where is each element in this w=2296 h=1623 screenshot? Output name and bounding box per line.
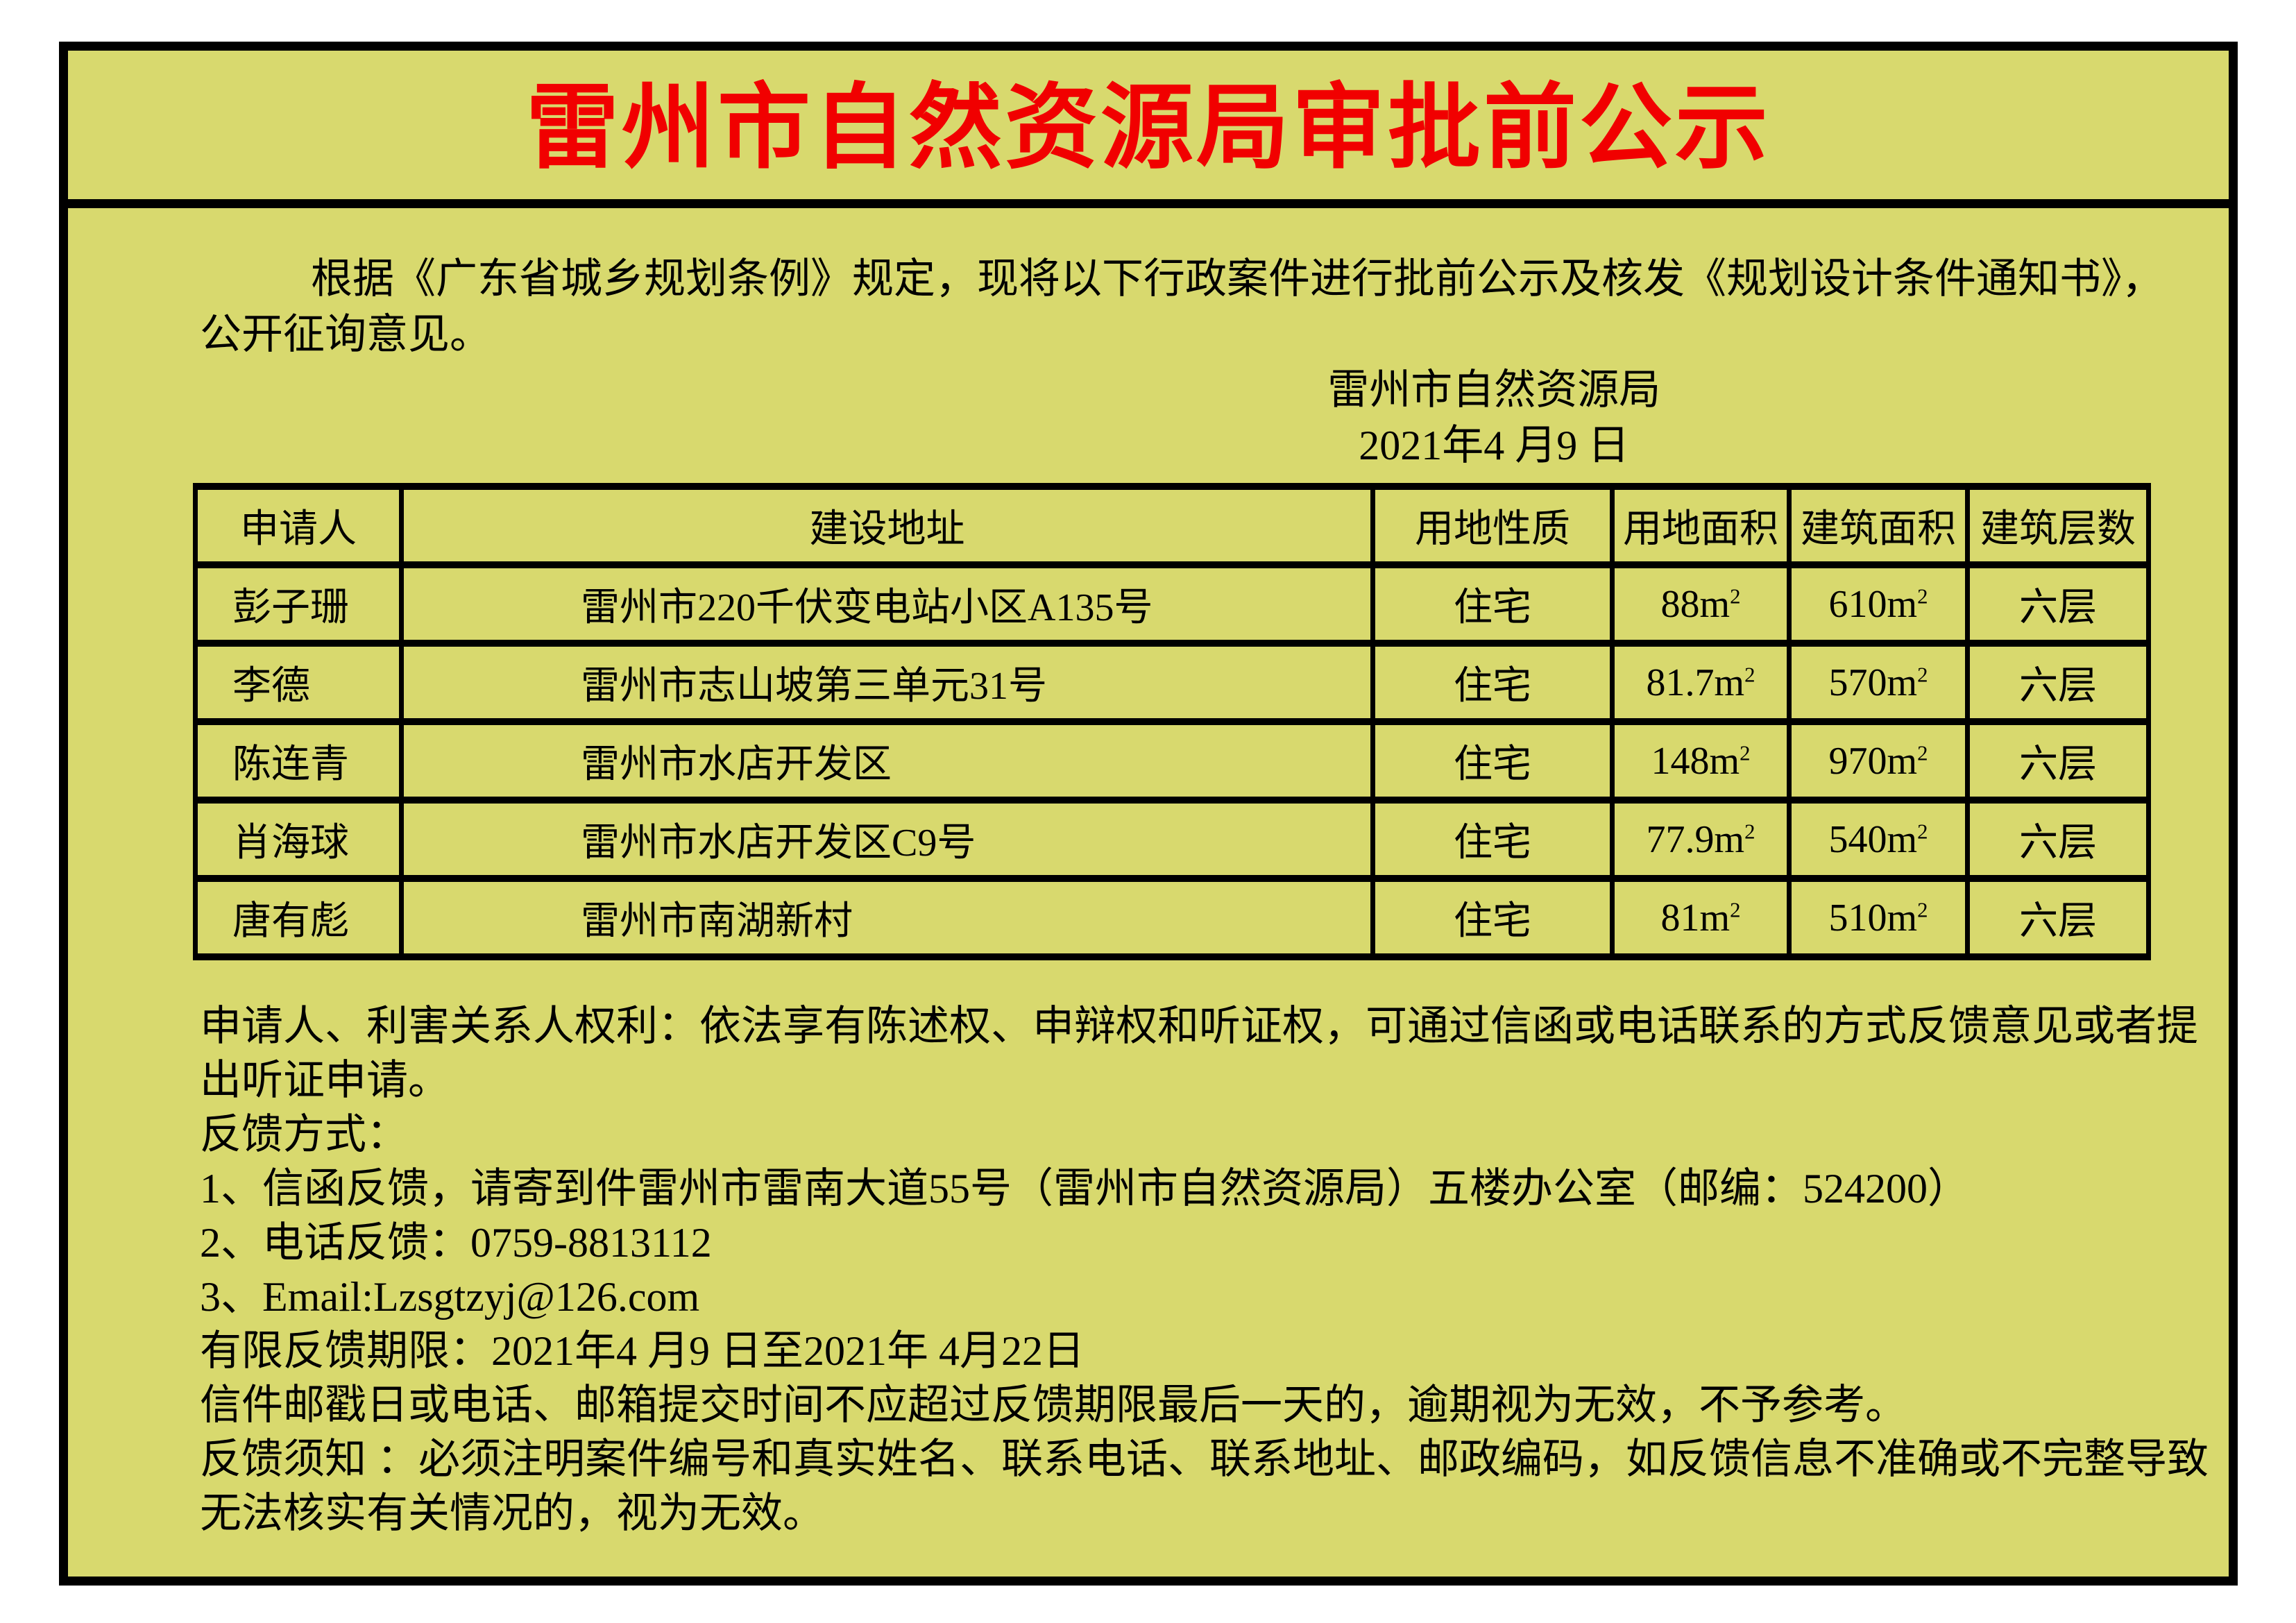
table-row: 唐有彪 雷州市南湖新村 住宅 81m2 510m2 六层: [193, 875, 2151, 960]
header-land-use: 用地性质: [1370, 483, 1615, 568]
legal-line: 反馈方式：: [200, 1112, 408, 1157]
header-address: 建设地址: [399, 483, 1375, 568]
table-row: 肖海球 雷州市水店开发区C9号 住宅 77.9m2 540m2 六层: [193, 797, 2151, 882]
cell-floor-area: 510m2: [1787, 875, 1970, 960]
cell-applicant: 唐有彪: [193, 875, 404, 960]
header-floor-area: 建筑面积: [1787, 483, 1970, 568]
land-area-superscript: 2: [1744, 819, 1755, 843]
cell-applicant: 彭子珊: [193, 561, 404, 647]
land-area-superscript: 2: [1740, 740, 1751, 765]
table-row: 陈连青 雷州市水店开发区 住宅 148m2 970m2 六层: [193, 718, 2151, 804]
legal-line: 出听证申请。: [200, 1057, 450, 1103]
cell-land-area: 81.7m2: [1610, 640, 1792, 725]
intro-line: 根据《广东省城乡规划条例》规定，现将以下行政案件进行批前公示及核发《规划设计条件…: [311, 256, 2163, 302]
applications-table-body: 彭子珊 雷州市220千伏变电站小区A135号 住宅 88m2 610m2 六层 …: [193, 561, 2151, 960]
intro-line: 公开征询意见。: [200, 312, 491, 357]
notice-box: 雷州市自然资源局审批前公示 根据《广东省城乡规划条例》规定，现将以下行政案件进行…: [59, 42, 2238, 1586]
cell-applicant: 肖海球: [193, 797, 404, 882]
legal-line: 3、Email:Lzsgtzyj@126.com: [200, 1274, 700, 1320]
cell-land-area: 148m2: [1610, 718, 1792, 804]
header-applicant: 申请人: [193, 483, 404, 568]
legal-notes: 申请人、利害关系人权利：依法享有陈述权、申辩权和听证权，可通过信函或电话联系的方…: [200, 999, 2222, 1540]
signature-block: 雷州市自然资源局 2021年4 月9 日: [1148, 362, 1839, 473]
cell-land-use: 住宅: [1370, 561, 1615, 647]
cell-address: 雷州市志山坡第三单元31号: [399, 640, 1375, 725]
legal-line: 申请人、利害关系人权利：依法享有陈述权、申辩权和听证权，可通过信函或电话联系的方…: [200, 1003, 2198, 1049]
floor-area-superscript: 2: [1917, 740, 1928, 765]
cell-floor-area: 540m2: [1787, 797, 1970, 882]
cell-address: 雷州市220千伏变电站小区A135号: [399, 561, 1375, 647]
header-land-area: 用地面积: [1610, 483, 1792, 568]
legal-line: 1、信函反馈，请寄到件雷州市雷南大道55号（雷州市自然资源局）五楼办公室（邮编：…: [200, 1166, 1969, 1212]
floor-area-superscript: 2: [1917, 662, 1928, 686]
cell-address: 雷州市水店开发区: [399, 718, 1375, 804]
table-header-row: 申请人 建设地址 用地性质 用地面积 建筑面积 建筑层数: [193, 483, 2151, 568]
cell-land-use: 住宅: [1370, 875, 1615, 960]
land-area-superscript: 2: [1730, 897, 1741, 921]
cell-land-use: 住宅: [1370, 797, 1615, 882]
cell-land-area: 81m2: [1610, 875, 1792, 960]
legal-line: 2、电话反馈：0759-8813112: [200, 1220, 712, 1266]
land-area-superscript: 2: [1744, 662, 1755, 686]
table-row: 彭子珊 雷州市220千伏变电站小区A135号 住宅 88m2 610m2 六层: [193, 561, 2151, 647]
cell-floors: 六层: [1965, 718, 2151, 804]
floor-area-superscript: 2: [1917, 897, 1928, 921]
cell-floors: 六层: [1965, 875, 2151, 960]
cell-address: 雷州市南湖新村: [399, 875, 1375, 960]
intro-paragraph: 根据《广东省城乡规划条例》规定，现将以下行政案件进行批前公示及核发《规划设计条件…: [200, 251, 2222, 362]
cell-applicant: 李德: [193, 640, 404, 725]
cell-floor-area: 610m2: [1787, 561, 1970, 647]
floor-area-superscript: 2: [1917, 584, 1928, 608]
cell-applicant: 陈连青: [193, 718, 404, 804]
cell-land-use: 住宅: [1370, 718, 1615, 804]
cell-floor-area: 970m2: [1787, 718, 1970, 804]
legal-line: 无法核实有关情况的，视为无效。: [200, 1490, 824, 1536]
signature-agency: 雷州市自然资源局: [1327, 367, 1661, 413]
cell-land-area: 88m2: [1610, 561, 1792, 647]
cell-address: 雷州市水店开发区C9号: [399, 797, 1375, 882]
cell-floors: 六层: [1965, 797, 2151, 882]
header-floors: 建筑层数: [1965, 483, 2151, 568]
cell-floors: 六层: [1965, 640, 2151, 725]
floor-area-superscript: 2: [1917, 819, 1928, 843]
cell-floor-area: 570m2: [1787, 640, 1970, 725]
page-title: 雷州市自然资源局审批前公示: [525, 77, 1771, 180]
cell-land-area: 77.9m2: [1610, 797, 1792, 882]
cell-land-use: 住宅: [1370, 640, 1615, 725]
land-area-superscript: 2: [1730, 584, 1741, 608]
cell-floors: 六层: [1965, 561, 2151, 647]
table-row: 李德 雷州市志山坡第三单元31号 住宅 81.7m2 570m2 六层: [193, 640, 2151, 725]
legal-line: 有限反馈期限：2021年4 月9 日至2021年 4月22日: [200, 1328, 1085, 1374]
legal-line: 反馈须知 ：必须注明案件编号和真实姓名、联系电话、联系地址、邮政编码，如反馈信息…: [200, 1436, 2209, 1482]
legal-line: 信件邮戳日或电话、邮箱提交时间不应超过反馈期限最后一天的，逾期视为无效，不予参考…: [200, 1382, 1907, 1428]
signature-date: 2021年4 月9 日: [1359, 423, 1630, 468]
title-divider: [68, 199, 2229, 208]
applications-table: 申请人 建设地址 用地性质 用地面积 建筑面积 建筑层数 彭子珊 雷州市220千…: [193, 483, 2151, 960]
